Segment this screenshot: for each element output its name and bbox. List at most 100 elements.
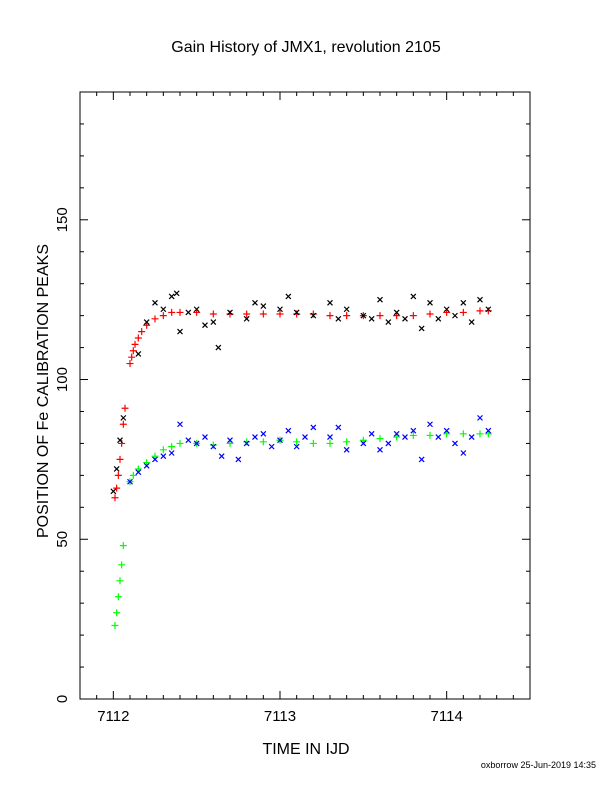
data-point xyxy=(186,438,191,443)
x-tick-label: 7114 xyxy=(431,708,463,725)
data-point xyxy=(243,438,250,445)
data-point xyxy=(135,334,142,341)
series-2 xyxy=(112,430,492,629)
data-point xyxy=(203,323,208,328)
footer-timestamp: oxborrow 25-Jun-2019 14:35 xyxy=(481,760,596,770)
data-point xyxy=(132,341,139,348)
series-3 xyxy=(111,291,491,494)
data-point xyxy=(428,422,433,427)
data-point xyxy=(344,307,349,312)
data-point xyxy=(115,593,122,600)
data-point xyxy=(203,435,208,440)
data-point xyxy=(403,316,408,321)
data-point xyxy=(210,311,217,318)
series-1 xyxy=(112,307,492,501)
x-tick-label: 7113 xyxy=(264,708,296,725)
data-point xyxy=(310,440,317,447)
data-point xyxy=(344,447,349,452)
data-point xyxy=(152,315,159,322)
y-tick-label: 150 xyxy=(54,207,71,232)
data-point xyxy=(236,457,241,462)
y-tick-label: 100 xyxy=(54,367,71,392)
data-point xyxy=(160,446,167,453)
data-point xyxy=(377,312,384,319)
data-point xyxy=(310,311,317,318)
data-point xyxy=(427,432,434,439)
data-point xyxy=(343,312,350,319)
data-marks xyxy=(111,291,492,629)
data-point xyxy=(117,456,124,463)
data-point xyxy=(261,431,266,436)
data-point xyxy=(269,444,274,449)
data-point xyxy=(117,577,124,584)
data-point xyxy=(112,494,119,501)
data-point xyxy=(336,425,341,430)
data-point xyxy=(161,454,166,459)
data-point xyxy=(127,360,134,367)
data-point xyxy=(168,309,175,316)
data-point xyxy=(453,441,458,446)
data-point xyxy=(428,300,433,305)
data-point xyxy=(286,428,291,433)
data-point xyxy=(211,320,216,325)
data-point xyxy=(113,609,120,616)
data-point xyxy=(478,297,483,302)
data-point xyxy=(436,316,441,321)
y-tick-label: 0 xyxy=(54,695,71,703)
series-4 xyxy=(128,415,491,484)
data-point xyxy=(419,457,424,462)
data-point xyxy=(174,291,179,296)
data-point xyxy=(227,311,234,318)
data-point xyxy=(118,561,125,568)
data-point xyxy=(436,435,441,440)
data-point xyxy=(177,309,184,316)
data-point xyxy=(111,489,116,494)
data-point xyxy=(460,309,467,316)
data-point xyxy=(260,438,267,445)
data-point xyxy=(386,441,391,446)
data-point xyxy=(112,622,119,629)
data-point xyxy=(120,542,127,549)
y-axis-label: POSITION OF Fe CALIBRATION PEAKS xyxy=(35,244,52,538)
data-point xyxy=(478,415,483,420)
data-point xyxy=(219,454,224,459)
data-point xyxy=(169,294,174,299)
data-point xyxy=(369,316,374,321)
data-point xyxy=(485,307,492,314)
data-point xyxy=(328,300,333,305)
data-point xyxy=(411,294,416,299)
x-tick-label: 7112 xyxy=(97,708,129,725)
data-point xyxy=(130,472,137,479)
data-point xyxy=(115,472,122,479)
data-point xyxy=(169,451,174,456)
data-point xyxy=(160,312,167,319)
data-point xyxy=(121,415,126,420)
data-point xyxy=(377,435,384,442)
data-point xyxy=(253,435,258,440)
x-axis-label: TIME IN IJD xyxy=(262,741,349,758)
tick-labels: 0 50 100 150 7112 7113 7114 xyxy=(54,207,463,725)
data-point xyxy=(311,425,316,430)
data-point xyxy=(128,354,135,361)
data-point xyxy=(328,435,333,440)
data-point xyxy=(136,351,141,356)
data-point xyxy=(403,435,408,440)
data-point xyxy=(161,307,166,312)
data-point xyxy=(153,300,158,305)
data-point xyxy=(303,435,308,440)
data-point xyxy=(469,320,474,325)
data-point xyxy=(293,311,300,318)
data-point xyxy=(114,466,119,471)
data-point xyxy=(469,435,474,440)
data-point xyxy=(261,304,266,309)
y-tick-label: 50 xyxy=(54,531,71,548)
data-point xyxy=(453,313,458,318)
data-point xyxy=(336,316,341,321)
data-point xyxy=(461,451,466,456)
data-point xyxy=(378,297,383,302)
data-point xyxy=(178,422,183,427)
data-point xyxy=(130,347,137,354)
data-point xyxy=(327,312,334,319)
data-point xyxy=(177,440,184,447)
